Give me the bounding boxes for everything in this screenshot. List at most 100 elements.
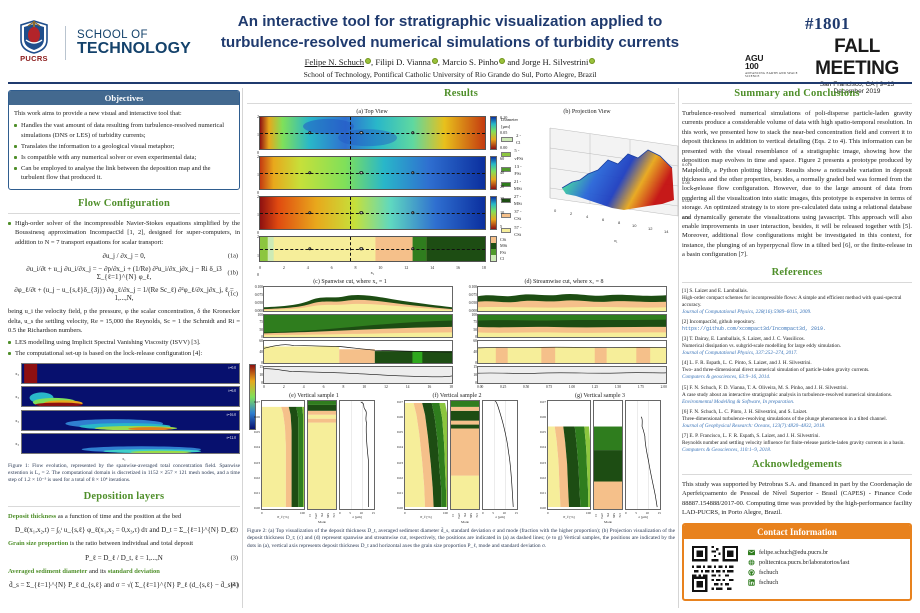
sample-point-3[interactable] bbox=[411, 131, 415, 135]
orcid-icon[interactable] bbox=[589, 58, 596, 65]
figure-1-ylabel: x₃ bbox=[15, 370, 19, 376]
ytick: 60 bbox=[259, 339, 263, 343]
equation-3: P_ℓ = D_ℓ / D_t, ℓ = 1,...,N (3) bbox=[8, 554, 240, 562]
contact-email[interactable]: felipe.schuch@edu.pucrs.br bbox=[759, 548, 829, 556]
cb-tick: 10 bbox=[500, 210, 505, 215]
ytick: 0.04 bbox=[253, 445, 260, 450]
contact-row-email[interactable]: felipe.schuch@edu.pucrs.br bbox=[748, 549, 849, 556]
ytick: 0 bbox=[475, 361, 477, 365]
legend-title: Diameter [µm] bbox=[501, 117, 519, 130]
cb-tick: 0.00 bbox=[500, 145, 508, 150]
cb-tick: 5 bbox=[500, 224, 503, 229]
sample-point-1[interactable] bbox=[307, 131, 312, 135]
orcid-icon[interactable] bbox=[431, 58, 438, 65]
ref-title: A case study about an interactive strati… bbox=[682, 391, 893, 398]
ytick: 15 bbox=[259, 365, 263, 369]
contact-website[interactable]: politecnica.pucrs.br/laboratorios/last bbox=[759, 558, 850, 566]
contact-row-linkedin[interactable]: fschuch bbox=[748, 579, 849, 586]
contact-row-website[interactable]: politecnica.pucrs.br/laboratorios/last bbox=[748, 559, 849, 566]
sample-point-2[interactable] bbox=[359, 211, 363, 215]
legend-label: 27 - MSi bbox=[513, 194, 522, 207]
sample-point-3[interactable] bbox=[411, 211, 415, 215]
legend-swatch bbox=[501, 182, 511, 188]
results-heading: Results bbox=[443, 88, 479, 99]
ytick: 0 bbox=[261, 361, 263, 365]
ytick: 75 bbox=[473, 320, 477, 325]
contact-linkedin[interactable]: fschuch bbox=[759, 578, 779, 586]
sample-point-2[interactable] bbox=[359, 131, 363, 135]
contact-github[interactable]: fschuch bbox=[759, 568, 779, 576]
ref-journal[interactable]: Computers & Geosciences, 110:1–9, 2018. bbox=[682, 447, 772, 453]
legend-swatch bbox=[501, 197, 511, 203]
orcid-icon[interactable] bbox=[365, 58, 372, 65]
meeting-details: San Francisco, CA | 9–13 December 2019 bbox=[819, 81, 895, 95]
legend-swatch bbox=[501, 167, 512, 173]
vs1-axis-labels: 0 100 P_ℓ [%] Cl vFSi FSi MSi bbox=[247, 511, 381, 524]
acknowledgements-heading: Acknowledgements bbox=[751, 459, 843, 471]
ytick: 0 bbox=[257, 190, 259, 195]
author-2: Marcio S. Pinho bbox=[442, 57, 499, 68]
agu-centennial-logo: AGU 100 ADVANCING EARTH AND SPACE SCIENC… bbox=[745, 52, 799, 78]
xtick: 0.00 bbox=[477, 385, 484, 389]
ytick: 0.01 bbox=[539, 490, 546, 495]
equation-4-tag: (4) bbox=[230, 581, 238, 589]
equation-3-tag: (3) bbox=[230, 554, 238, 562]
agu-logo-line-1: AGU bbox=[745, 52, 764, 63]
svg-text:0.05: 0.05 bbox=[682, 180, 691, 185]
reference-item: [1] S. Laizet and E. Lamballais. High-or… bbox=[682, 288, 912, 316]
legend-label: 13 - FSi bbox=[514, 163, 522, 176]
orcid-icon[interactable] bbox=[499, 58, 506, 65]
flow-config-list: High-order solver of the incompressible … bbox=[8, 219, 240, 247]
contact-row-github[interactable]: fschuch bbox=[748, 569, 849, 576]
legend-item: 21 - MSi bbox=[501, 178, 526, 192]
title-line-2: turbulence-resolved numerical simulation… bbox=[220, 33, 680, 51]
ytick: 0.02 bbox=[539, 475, 546, 480]
top-view-xticks: 0 2 4 6 8 10 12 14 16 bbox=[259, 265, 486, 270]
ytick: 2 bbox=[257, 154, 259, 159]
ytick: 10 bbox=[473, 373, 477, 377]
cb-tick: 20 bbox=[500, 184, 505, 189]
sample-point-3[interactable] bbox=[411, 247, 415, 251]
mode-tick: CSi bbox=[332, 513, 336, 518]
top-view-strip-mode bbox=[259, 236, 486, 262]
objectives-list: Handles the vast amount of data resultin… bbox=[14, 121, 234, 182]
ytick: 0 bbox=[475, 381, 477, 385]
xtick: 0 bbox=[482, 511, 484, 515]
qr-code-icon[interactable] bbox=[692, 545, 738, 592]
ref-journal[interactable]: Journal of Geophysical Research: Oceans,… bbox=[682, 422, 826, 429]
xtick: 4 bbox=[306, 265, 309, 270]
sample-point-1[interactable] bbox=[307, 247, 312, 251]
sample-point-1[interactable] bbox=[307, 171, 312, 175]
ytick: 0.00 bbox=[539, 505, 546, 510]
top-view-yticks: 2 1 0 bbox=[249, 234, 259, 277]
ytick: 50 bbox=[473, 327, 477, 332]
sample-point-2[interactable] bbox=[359, 247, 363, 251]
objectives-box: Objectives This work aims to provide a n… bbox=[8, 90, 240, 190]
xtick: 2 bbox=[282, 385, 285, 389]
ref-journal[interactable]: Journal of Computational Physics, 228(16… bbox=[682, 308, 812, 315]
ref-journal[interactable]: Journal of Computational Physics, 337:25… bbox=[682, 350, 798, 357]
ref-journal[interactable]: Environmental Modelling & Software, In p… bbox=[682, 398, 795, 405]
colorbar-sigma: 15 10 5 bbox=[490, 196, 504, 230]
ref-authors: F. N. Schuch, L. C. Pinto, J. H. Silvest… bbox=[689, 408, 808, 415]
equation-4: d̄_s = Σ_{ℓ=1}^{N} P_ℓ d_{s,ℓ} and σ = √… bbox=[8, 581, 240, 589]
school-line-1: SCHOOL OF bbox=[77, 28, 148, 41]
ref-link[interactable]: https://github.com/xcompact3d/Incompact3… bbox=[682, 326, 827, 333]
logo-divider bbox=[65, 26, 66, 60]
equation-1b-body: ∂u_i/∂t + u_j ∂u_i/∂x_j = − ∂p/∂x_i + (1… bbox=[26, 265, 222, 282]
sample-point-2[interactable] bbox=[359, 171, 363, 175]
sample-point-3[interactable] bbox=[411, 171, 415, 175]
sample-point-1[interactable] bbox=[307, 211, 312, 215]
equation-2-body: D_ℓ(x₁,x₂,t) = ∫₀ᵗ u_{s,ℓ} φ_ℓ(x₁,x₂ = 0… bbox=[15, 526, 233, 535]
section-rule bbox=[682, 103, 912, 104]
ref-journal[interactable]: Computers & geosciences, 63:9–16, 2014. bbox=[682, 374, 771, 381]
section-rule bbox=[8, 505, 240, 507]
cb-tick: CSi bbox=[500, 237, 507, 242]
mode-tick: FSi bbox=[463, 513, 467, 518]
school-line-2: TECHNOLOGY bbox=[77, 39, 191, 57]
ytick: 0.02 bbox=[396, 475, 403, 480]
panel-time-label: t=0.0 bbox=[228, 365, 236, 370]
section-rule bbox=[8, 212, 240, 214]
projection-view-figure: (b) Projection View Diameter [µm] 2 - Cl… bbox=[501, 109, 698, 275]
